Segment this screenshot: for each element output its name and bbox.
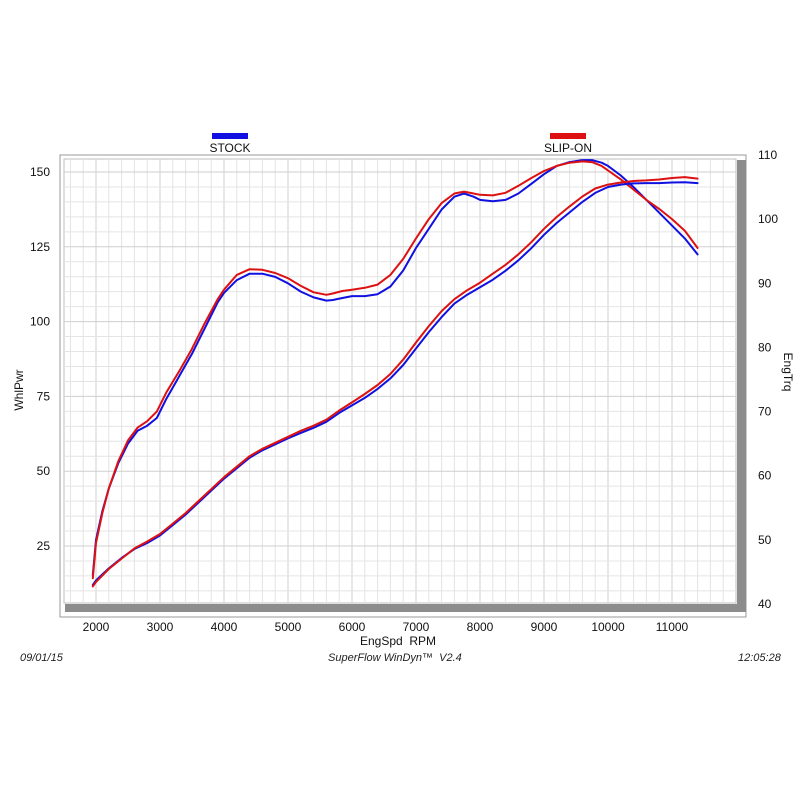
left-axis-ticks: 25 50 75 100 125 150 xyxy=(30,165,50,553)
x-axis-title: EngSpd RPM xyxy=(360,634,436,648)
legend-slipon-label: SLIP-ON xyxy=(544,141,592,155)
x-tick-label: 10000 xyxy=(591,620,625,634)
y-right-tick-label: 100 xyxy=(758,212,778,226)
y-right-tick-label: 110 xyxy=(758,148,777,162)
x-tick-label: 7000 xyxy=(403,620,430,634)
x-tick-label: 5000 xyxy=(275,620,302,634)
x-tick-label: 4000 xyxy=(211,620,238,634)
x-tick-label: 9000 xyxy=(531,620,558,634)
y-right-tick-label: 40 xyxy=(758,597,772,611)
footer-date: 09/01/15 xyxy=(20,652,63,664)
stock-torque-line xyxy=(91,159,699,577)
x-tick-label: 6000 xyxy=(339,620,366,634)
y-left-tick-label: 125 xyxy=(30,240,50,254)
x-tick-label: 3000 xyxy=(147,620,174,634)
y-right-tick-label: 90 xyxy=(758,276,772,290)
x-tick-label: 8000 xyxy=(467,620,494,634)
y-left-tick-label: 25 xyxy=(37,539,51,553)
y-axis-right-title: EngTrq xyxy=(781,353,795,392)
footer-time: 12:05:28 xyxy=(738,652,781,664)
legend-stock-label: STOCK xyxy=(209,141,250,155)
x-axis-ticks: 2000 3000 4000 5000 6000 7000 8000 9000 10000 110… xyxy=(83,620,689,634)
x-tick-label: 11000 xyxy=(656,620,689,634)
series-layer xyxy=(91,159,699,588)
right-axis-ticks: 40 50 60 70 80 90 100 110 xyxy=(758,148,778,611)
footer-software: SuperFlow WinDyn™ V2.4 xyxy=(328,652,462,664)
y-left-tick-label: 75 xyxy=(37,389,51,403)
plot-shadow-right xyxy=(737,160,746,612)
x-tick-label: 2000 xyxy=(83,620,110,634)
y-axis-left-title: WhlPwr xyxy=(12,369,26,410)
slip-on-power-line xyxy=(91,176,699,588)
slip-on-torque-line xyxy=(91,160,699,580)
y-left-tick-label: 150 xyxy=(30,165,50,179)
stock-power-line xyxy=(91,181,699,586)
legend-slipon-swatch xyxy=(550,133,586,139)
gridlines xyxy=(64,159,736,603)
legend-stock-swatch xyxy=(212,133,248,139)
y-left-tick-label: 50 xyxy=(37,464,51,478)
y-right-tick-label: 70 xyxy=(758,405,772,419)
y-left-tick-label: 100 xyxy=(30,315,50,329)
y-right-tick-label: 80 xyxy=(758,340,772,354)
y-right-tick-label: 50 xyxy=(758,533,772,547)
y-right-tick-label: 60 xyxy=(758,469,772,483)
plot-shadow-bottom xyxy=(65,604,746,612)
